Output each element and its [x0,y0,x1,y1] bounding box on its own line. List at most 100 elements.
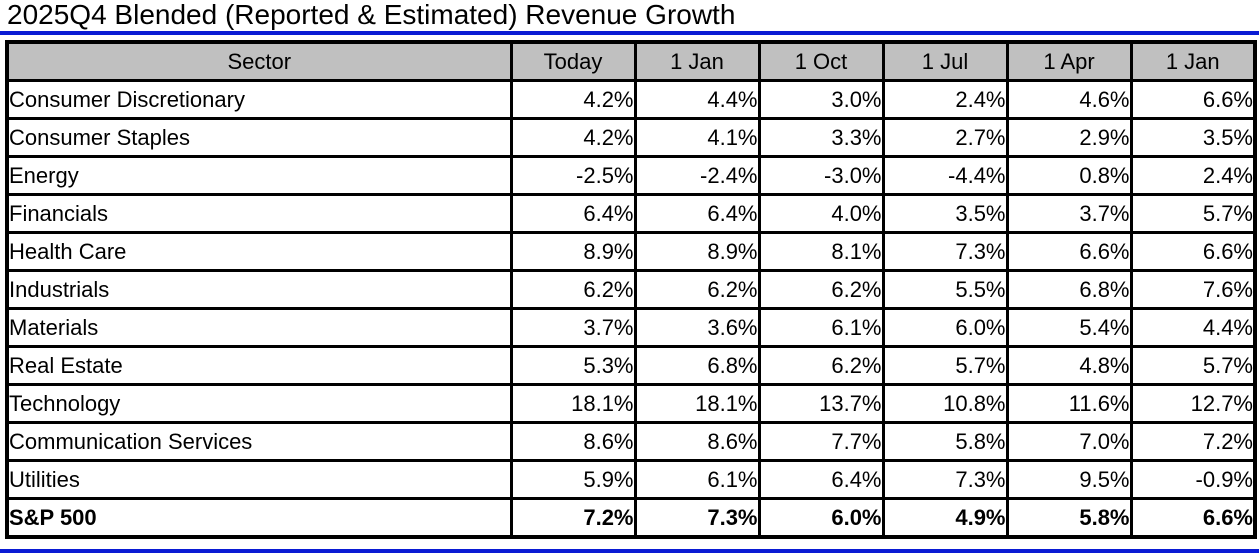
value-cell: 4.9% [881,497,1009,539]
value-cell: 6.2% [757,345,885,386]
value-cell: 3.0% [757,79,885,120]
sector-cell: Technology [5,383,513,424]
value-cell: 6.2% [757,269,885,310]
value-cell: 8.6% [633,421,761,462]
value-cell: 6.4% [633,193,761,234]
value-cell: 3.3% [757,117,885,158]
value-cell: 6.8% [1005,269,1133,310]
value-cell: -3.0% [757,155,885,196]
value-cell: 7.0% [1005,421,1133,462]
value-cell: 0.8% [1005,155,1133,196]
value-cell: 3.6% [633,307,761,348]
value-cell: -2.4% [633,155,761,196]
value-cell: 6.4% [509,193,637,234]
sector-cell: Utilities [5,459,513,500]
table-row: Financials 6.4% 6.4% 4.0% 3.5% 3.7% 5.7% [5,193,1257,234]
value-cell: 6.1% [757,307,885,348]
value-cell: 5.7% [881,345,1009,386]
value-cell: 4.8% [1005,345,1133,386]
value-cell: 5.3% [509,345,637,386]
value-cell: 11.6% [1005,383,1133,424]
bottom-rule [0,549,1259,553]
value-cell: 3.7% [509,307,637,348]
revenue-growth-table: Sector Today 1 Jan 1 Oct 1 Jul 1 Apr 1 Jan Con… [5,40,1257,539]
value-cell: 8.6% [509,421,637,462]
value-cell: 4.4% [1129,307,1257,348]
column-header: 1 Jan [633,40,761,82]
sector-cell: Materials [5,307,513,348]
table-row: Utilities 5.9% 6.1% 6.4% 7.3% 9.5% -0.9% [5,459,1257,500]
column-header: Today [509,40,637,82]
value-cell: 18.1% [633,383,761,424]
value-cell: 4.6% [1005,79,1133,120]
value-cell: 5.7% [1129,193,1257,234]
table-body: Consumer Discretionary 4.2% 4.4% 3.0% 2.4% 4.… [5,79,1257,539]
value-cell: 13.7% [757,383,885,424]
sector-cell: Energy [5,155,513,196]
value-cell: 6.1% [633,459,761,500]
value-cell: 6.6% [1129,79,1257,120]
value-cell: 6.2% [509,269,637,310]
value-cell: -4.4% [881,155,1009,196]
value-cell: 2.4% [881,79,1009,120]
value-cell: 4.2% [509,79,637,120]
value-cell: 2.4% [1129,155,1257,196]
value-cell: 3.7% [1005,193,1133,234]
value-cell: 4.1% [633,117,761,158]
value-cell: 5.8% [881,421,1009,462]
column-header-sector: Sector [5,40,513,82]
table-row: Health Care 8.9% 8.9% 8.1% 7.3% 6.6% 6.6% [5,231,1257,272]
value-cell: 4.4% [633,79,761,120]
value-cell: 8.1% [757,231,885,272]
value-cell: 5.5% [881,269,1009,310]
column-header: 1 Jul [881,40,1009,82]
sector-cell: Health Care [5,231,513,272]
value-cell: 6.0% [881,307,1009,348]
table-row: Consumer Staples 4.2% 4.1% 3.3% 2.7% 2.9% 3.5% [5,117,1257,158]
value-cell: -0.9% [1129,459,1257,500]
table-row: Materials 3.7% 3.6% 6.1% 6.0% 5.4% 4.4% [5,307,1257,348]
value-cell: 2.9% [1005,117,1133,158]
sector-cell: Communication Services [5,421,513,462]
value-cell: 5.8% [1005,497,1133,539]
value-cell: 9.5% [1005,459,1133,500]
header-row: Sector Today 1 Jan 1 Oct 1 Jul 1 Apr 1 Jan [5,40,1257,82]
page-title: 2025Q4 Blended (Reported & Estimated) Re… [7,0,736,30]
value-cell: 7.3% [881,459,1009,500]
table-header: Sector Today 1 Jan 1 Oct 1 Jul 1 Apr 1 Jan [5,40,1257,82]
value-cell: 7.2% [1129,421,1257,462]
table-row: S&P 500 7.2% 7.3% 6.0% 4.9% 5.8% 6.6% [5,497,1257,539]
value-cell: 6.6% [1129,231,1257,272]
table-row: Communication Services 8.6% 8.6% 7.7% 5.8% 7.… [5,421,1257,462]
value-cell: 6.2% [633,269,761,310]
value-cell: 8.9% [633,231,761,272]
column-header: 1 Jan [1129,40,1257,82]
value-cell: 7.3% [633,497,761,539]
column-header: 1 Apr [1005,40,1133,82]
table-row: Industrials 6.2% 6.2% 6.2% 5.5% 6.8% 7.6% [5,269,1257,310]
value-cell: 2.7% [881,117,1009,158]
column-header: 1 Oct [757,40,885,82]
sector-cell: Industrials [5,269,513,310]
value-cell: 7.2% [509,497,637,539]
table-row: Energy -2.5% -2.4% -3.0% -4.4% 0.8% 2.4% [5,155,1257,196]
value-cell: 6.6% [1129,497,1257,539]
sector-cell: Financials [5,193,513,234]
value-cell: 6.4% [757,459,885,500]
title-underline-rule [0,31,1259,35]
value-cell: 3.5% [881,193,1009,234]
value-cell: 4.0% [757,193,885,234]
table-row: Technology 18.1% 18.1% 13.7% 10.8% 11.6% 12.7% [5,383,1257,424]
sector-cell: Consumer Staples [5,117,513,158]
value-cell: 12.7% [1129,383,1257,424]
value-cell: 7.3% [881,231,1009,272]
sector-cell: Consumer Discretionary [5,79,513,120]
value-cell: 7.6% [1129,269,1257,310]
value-cell: 6.6% [1005,231,1133,272]
value-cell: 5.4% [1005,307,1133,348]
value-cell: 6.0% [757,497,885,539]
value-cell: 5.7% [1129,345,1257,386]
value-cell: 6.8% [633,345,761,386]
value-cell: 10.8% [881,383,1009,424]
sector-cell: S&P 500 [5,497,513,539]
